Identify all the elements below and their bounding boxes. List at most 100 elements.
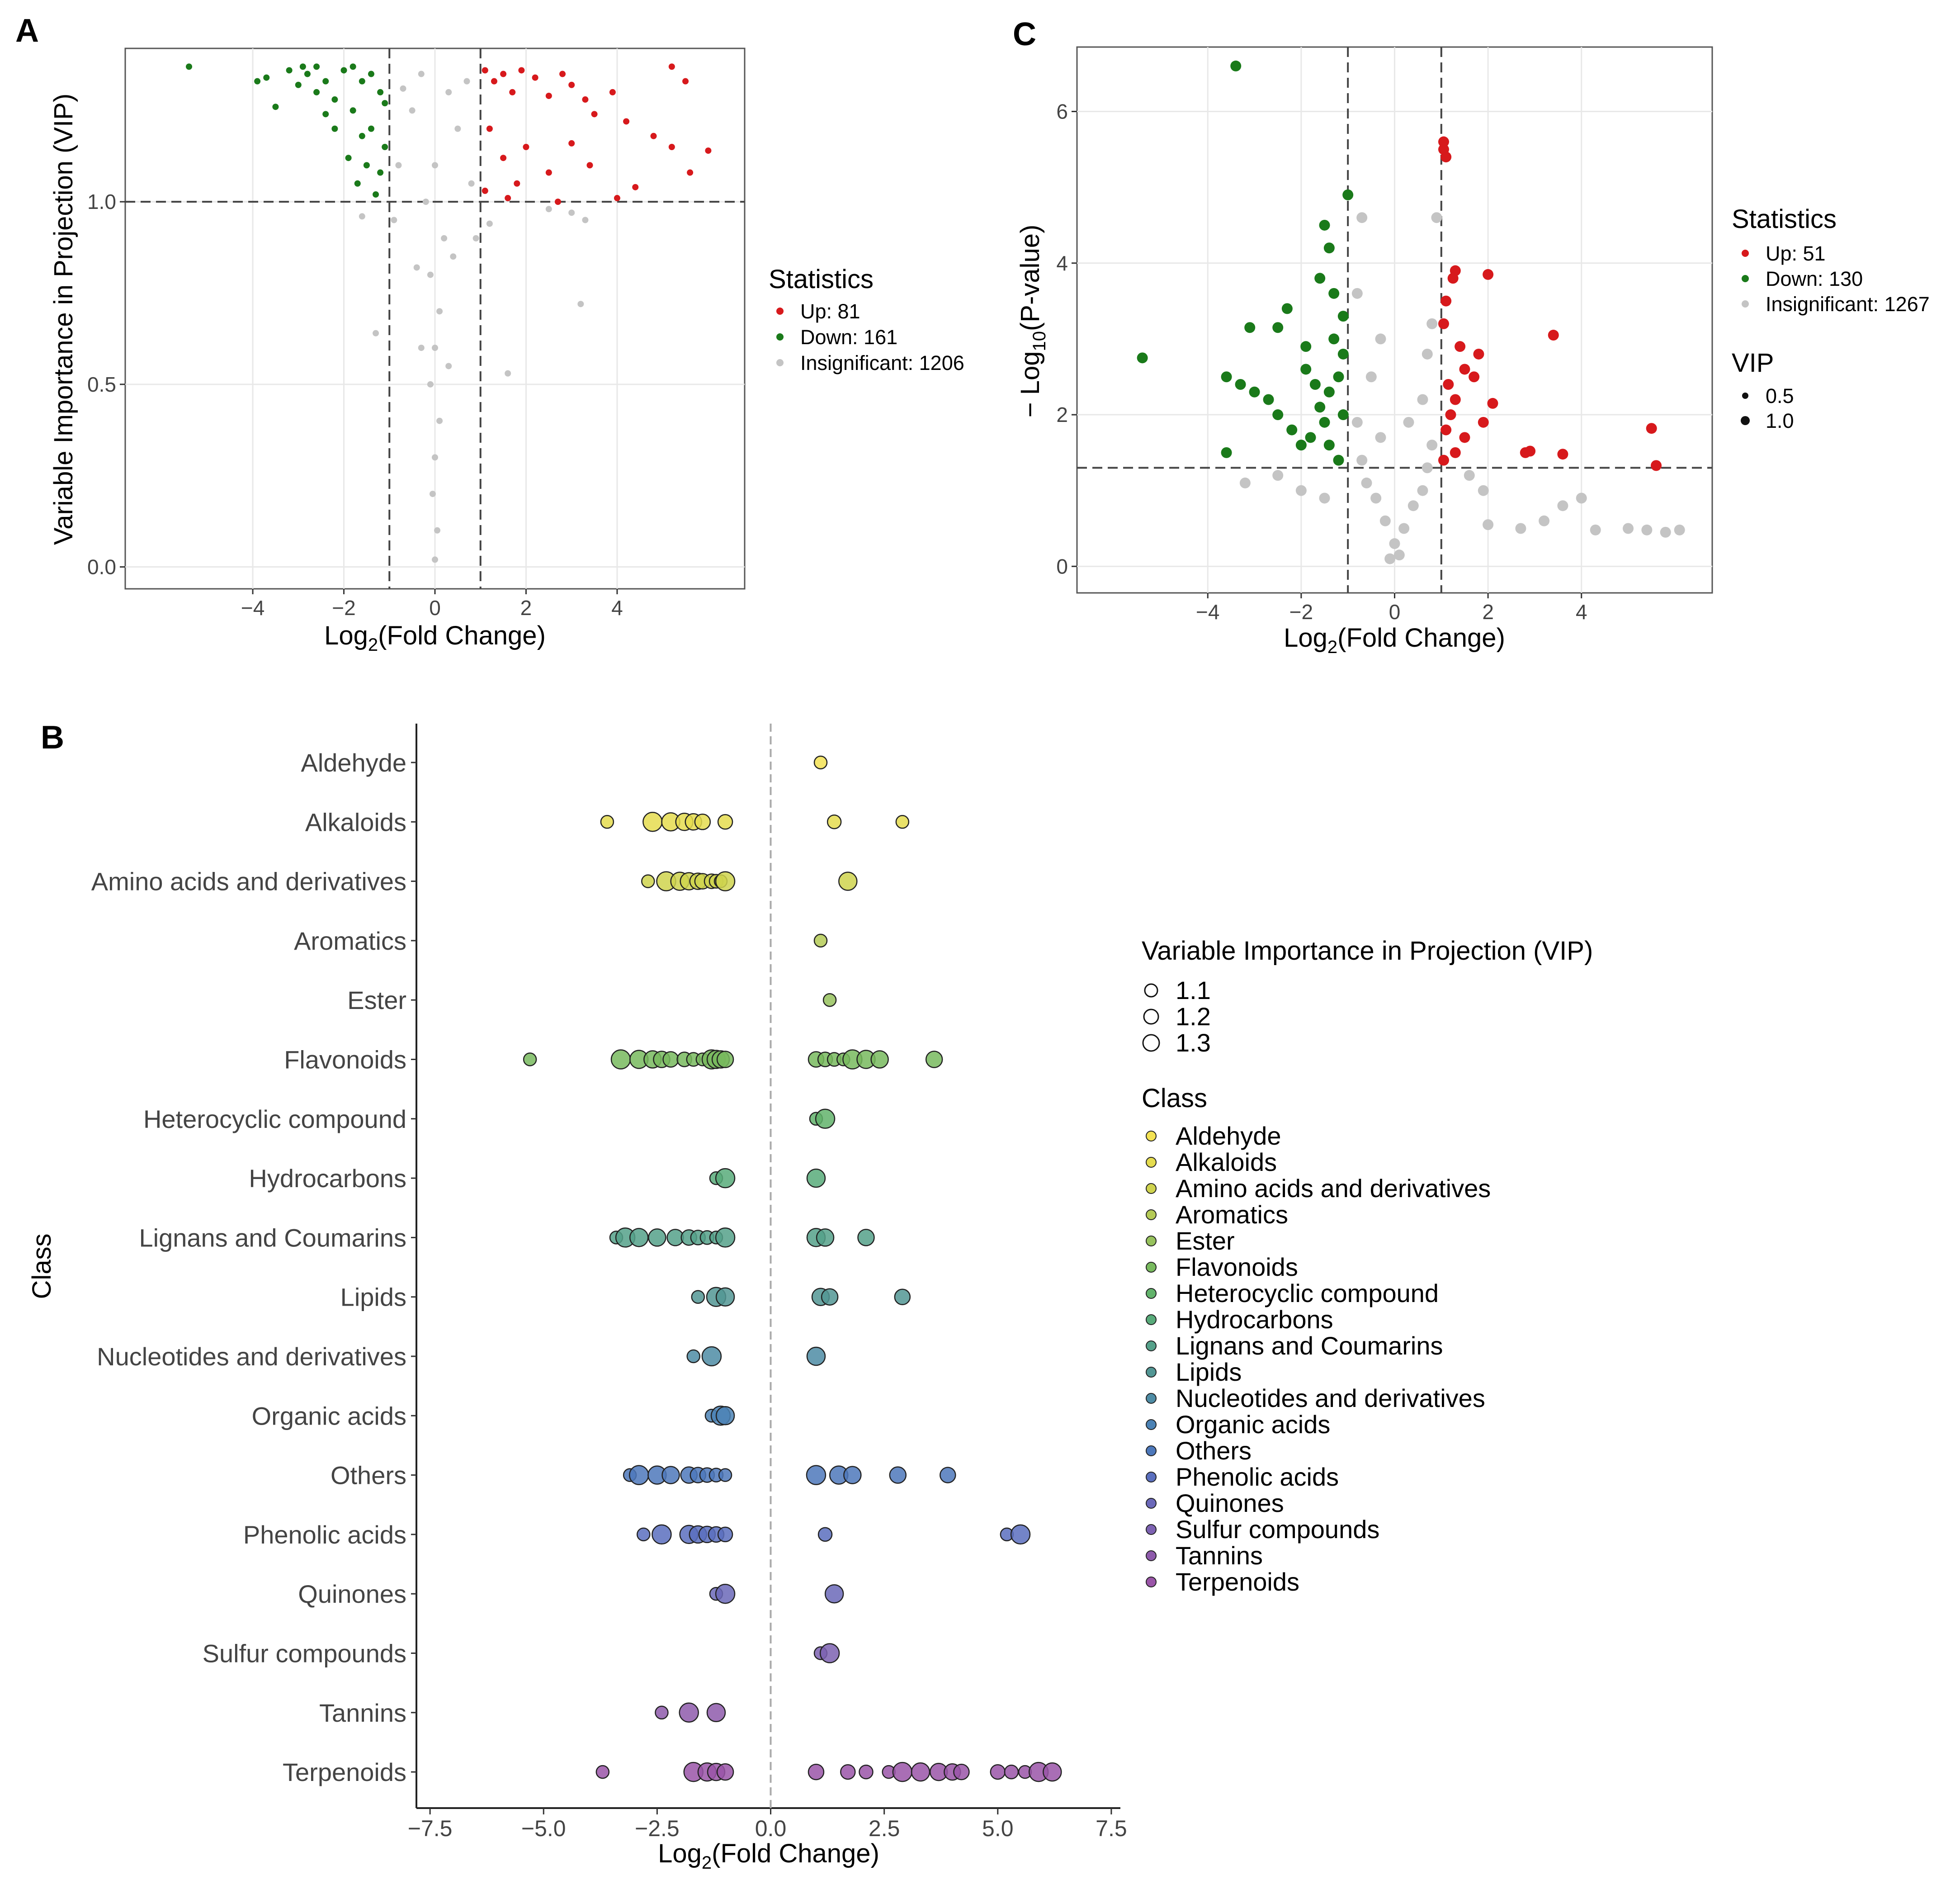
panel-b-legend-class-swatch xyxy=(1146,1524,1157,1535)
panelA-point-insignificant xyxy=(505,370,511,377)
panel-c-legend-up-swatch xyxy=(1742,250,1749,257)
panel-b-legend-class-swatch xyxy=(1146,1131,1157,1141)
panelA-point-down xyxy=(304,71,311,77)
panel-b-category-label: Quinones xyxy=(298,1580,406,1608)
panel-b-category-label: Lipids xyxy=(340,1283,406,1312)
panel-b-point xyxy=(637,1527,651,1542)
panelA-point-insignificant xyxy=(427,381,434,388)
panelA-point-up xyxy=(591,111,598,118)
panelA-point-up xyxy=(500,71,507,77)
panel-c-y-ticks: 0 2 4 6 xyxy=(1056,99,1077,578)
panel-b-point xyxy=(701,1346,722,1367)
panel-b-point xyxy=(679,1702,699,1723)
panelA-point-up xyxy=(668,63,675,70)
panelC-point-insignificant xyxy=(1623,523,1634,534)
panelC-point-down xyxy=(1300,341,1312,352)
panel-b-legend-class-entry: Terpenoids xyxy=(1176,1567,1299,1596)
panelA-point-up xyxy=(614,195,620,202)
panel-b-legend-class-entry: Nucleotides and derivatives xyxy=(1176,1384,1485,1412)
panelC-x-tick-label: −4 xyxy=(1196,600,1219,624)
panel-c-legend-vip-large xyxy=(1741,416,1750,425)
panelA-point-down xyxy=(254,78,261,85)
panel-c-ylabel-rest: (P-value) xyxy=(1015,225,1045,331)
panel-b-x-tick-label: −5.0 xyxy=(521,1816,566,1841)
panel-c-legend-vip-small xyxy=(1742,393,1748,399)
panelC-y-tick-label: 4 xyxy=(1056,251,1068,275)
panelC-point-down xyxy=(1249,386,1260,398)
panelC-point-insignificant xyxy=(1674,524,1685,535)
panel-b-point xyxy=(819,1643,840,1663)
panelC-point-insignificant xyxy=(1356,455,1368,466)
panel-b-category-label: Hydrocarbons xyxy=(249,1164,406,1193)
panel-c-legend-down: Down: 130 xyxy=(1766,267,1863,290)
panel-a-legend-down: Down: 161 xyxy=(800,326,897,349)
panel-b-point xyxy=(655,1705,669,1720)
panel-b-point xyxy=(815,1108,836,1129)
panelC-point-down xyxy=(1230,60,1242,71)
panelA-point-down xyxy=(349,107,356,114)
panel-b-point xyxy=(1004,1764,1019,1780)
panel-a-legend-insignificant: Insignificant: 1206 xyxy=(800,351,964,374)
panel-a-legend: Statistics Up: 81 Down: 161 Insignifican… xyxy=(769,265,964,374)
panelA-point-down xyxy=(295,81,302,88)
panelC-point-down xyxy=(1328,288,1340,299)
panelC-point-up xyxy=(1445,409,1456,421)
panel-b-x-tick-label: 7.5 xyxy=(1096,1816,1127,1841)
panelA-point-down xyxy=(382,144,388,151)
panelC-point-insignificant xyxy=(1426,440,1438,451)
panel-b-category-labels: Aldehyde Alkaloids Amino acids and derivat… xyxy=(91,748,416,1786)
panel-b-point xyxy=(600,815,614,829)
panelC-point-up xyxy=(1487,398,1498,409)
panelA-point-insignificant xyxy=(468,180,475,187)
panel-b-legend-class-swatch xyxy=(1146,1550,1157,1561)
panelA-point-insignificant xyxy=(445,89,452,95)
panel-c-xlabel-main: Log xyxy=(1284,623,1327,653)
panel-a-legend-up: Up: 81 xyxy=(800,300,860,323)
panelA-point-insignificant xyxy=(434,527,441,534)
panelC-point-up xyxy=(1557,449,1568,460)
panel-b-category-label: Phenolic acids xyxy=(243,1520,406,1549)
panelC-point-down xyxy=(1244,322,1256,333)
panel-b-category-label: Heterocyclic compound xyxy=(143,1105,406,1133)
panel-b-legend-class-swatch xyxy=(1146,1498,1157,1509)
panel-b-legend-class-entry: Organic acids xyxy=(1176,1410,1330,1439)
panel-b-point xyxy=(889,1466,907,1484)
panelC-point-down xyxy=(1333,371,1344,383)
panel-b-legend: Variable Importance in Projection (VIP) … xyxy=(1142,936,1593,1596)
panel-b-x-ticks: −7.5 −5.0 −2.5 0.0 2.5 5.0 7.5 xyxy=(408,1808,1127,1841)
panel-b-legend-class-entry: Others xyxy=(1176,1436,1252,1465)
panel-b-point xyxy=(1010,1524,1031,1545)
panel-b-point xyxy=(817,1527,833,1542)
panel-b-x-axis-label: Log2(Fold Change) xyxy=(658,1839,879,1873)
panelC-point-insignificant xyxy=(1393,549,1405,561)
panel-b-point xyxy=(595,1765,610,1779)
panelC-point-up xyxy=(1438,318,1449,329)
panelA-point-up xyxy=(623,118,630,125)
panelC-point-down xyxy=(1281,303,1293,314)
panel-b-x-tick-label: 2.5 xyxy=(869,1816,900,1841)
panelC-y-tick-label: 0 xyxy=(1056,554,1068,578)
panel-b-legend-vip-swatch-1 xyxy=(1144,983,1158,998)
panelC-point-down xyxy=(1333,455,1344,466)
panelA-point-insignificant xyxy=(429,491,436,497)
panelC-point-insignificant xyxy=(1422,462,1433,474)
panelC-point-down xyxy=(1295,440,1307,451)
panel-b-legend-class-entry: Aldehyde xyxy=(1176,1122,1281,1150)
panelA-point-insignificant xyxy=(409,107,416,114)
panel-a-legend-title: Statistics xyxy=(769,265,874,294)
panel-b-category-label: Flavonoids xyxy=(284,1046,406,1074)
panel-a-vip-volcano: −4 −2 0 2 4 0.00.51.0 Log2(Fold Change) Vari… xyxy=(49,47,964,655)
panelA-point-down xyxy=(322,111,329,118)
panel-b-legend-class-title: Class xyxy=(1142,1084,1207,1113)
panelC-point-up xyxy=(1447,273,1459,284)
panelA-point-down xyxy=(272,104,279,110)
panelA-point-insignificant xyxy=(463,78,470,85)
panel-a-xlabel-main: Log xyxy=(324,621,368,650)
panelA-point-insignificant xyxy=(450,253,457,260)
panel-b-point xyxy=(694,814,711,830)
panelA-point-insignificant xyxy=(432,454,438,461)
panelA-point-up xyxy=(609,89,616,95)
panel-a-xlabel-rest: (Fold Change) xyxy=(378,621,546,650)
panel-b-point xyxy=(940,1467,956,1483)
panel-c-y-axis-label: − Log10(P-value) xyxy=(1015,225,1049,418)
